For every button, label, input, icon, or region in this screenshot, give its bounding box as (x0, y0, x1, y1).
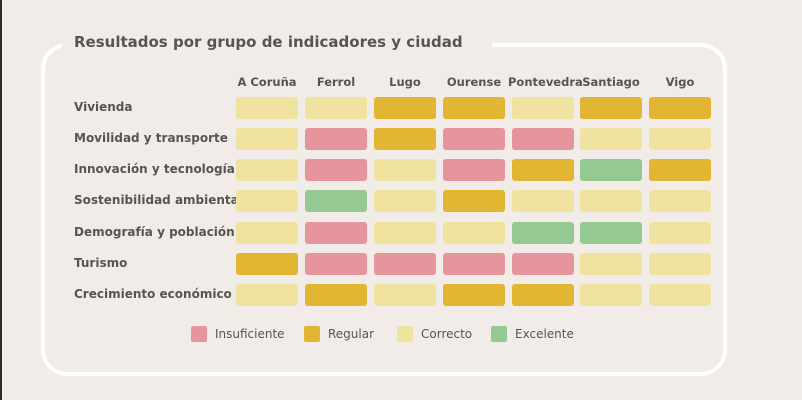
heatmap-cell (443, 159, 505, 181)
legend-label: Insuficiente (215, 327, 285, 341)
column-header: A Coruña (237, 75, 297, 89)
heatmap-cell (374, 97, 436, 119)
heatmap-cell (580, 128, 642, 150)
heatmap-cell (236, 284, 298, 306)
left-edge-bar (0, 0, 2, 400)
row-header: Crecimiento económico (74, 287, 232, 301)
row-header: Vivienda (74, 100, 133, 114)
column-header: Santiago (582, 75, 640, 89)
heatmap-cell (580, 284, 642, 306)
heatmap-cell (580, 159, 642, 181)
heatmap-cell (443, 222, 505, 244)
heatmap-cell (305, 253, 367, 275)
heatmap-cell (443, 97, 505, 119)
heatmap-cell (374, 128, 436, 150)
heatmap-cell (374, 284, 436, 306)
heatmap-cell (512, 222, 574, 244)
heatmap-cell (305, 128, 367, 150)
legend-swatch (304, 326, 320, 342)
heatmap-cell (374, 253, 436, 275)
heatmap-cell (649, 284, 711, 306)
column-header: Pontevedra (508, 75, 583, 89)
row-header: Turismo (74, 256, 128, 270)
heatmap-cell (580, 253, 642, 275)
heatmap-cell (236, 190, 298, 212)
heatmap-cell (649, 190, 711, 212)
heatmap-cell (305, 97, 367, 119)
heatmap-cell (649, 222, 711, 244)
legend-item: Insuficiente (191, 326, 285, 342)
column-header: Ourense (446, 75, 502, 89)
heatmap-cell (236, 222, 298, 244)
heatmap-cell (580, 190, 642, 212)
chart-title: Resultados por grupo de indicadores y ci… (74, 33, 463, 51)
legend-swatch (491, 326, 507, 342)
heatmap-cell (512, 97, 574, 119)
heatmap-cell (443, 253, 505, 275)
legend-swatch (191, 326, 207, 342)
legend-item: Excelente (491, 326, 574, 342)
heatmap-cell (512, 190, 574, 212)
heatmap-cell (236, 253, 298, 275)
heatmap-cell (580, 97, 642, 119)
heatmap-cell (512, 253, 574, 275)
legend-label: Excelente (515, 327, 574, 341)
heatmap-cell (512, 128, 574, 150)
row-header: Innovación y tecnología (74, 162, 235, 176)
heatmap-cell (305, 190, 367, 212)
legend-item: Correcto (397, 326, 472, 342)
legend-label: Regular (328, 327, 375, 341)
column-header: Ferrol (316, 75, 356, 89)
heatmap-cell (649, 253, 711, 275)
heatmap-cell (236, 159, 298, 181)
heatmap-cell (443, 284, 505, 306)
column-header: Lugo (389, 75, 421, 89)
row-header: Demografía y población (74, 225, 235, 239)
heatmap-cell (649, 159, 711, 181)
column-header: Vigo (665, 75, 695, 89)
heatmap-cell (580, 222, 642, 244)
heatmap-cell (236, 97, 298, 119)
heatmap-cell (512, 284, 574, 306)
row-header: Sostenibilidad ambiental (74, 193, 243, 207)
heatmap-cell (443, 190, 505, 212)
title-background (62, 30, 492, 56)
legend-swatch (397, 326, 413, 342)
heatmap-cell (374, 159, 436, 181)
heatmap-cell (512, 159, 574, 181)
heatmap-cell (374, 190, 436, 212)
heatmap-cell (649, 97, 711, 119)
legend-item: Regular (304, 326, 374, 342)
heatmap-cell (236, 128, 298, 150)
heatmap-cell (649, 128, 711, 150)
heatmap-cell (305, 159, 367, 181)
legend-label: Correcto (421, 327, 473, 341)
heatmap-cell (374, 222, 436, 244)
heatmap-cell (443, 128, 505, 150)
heatmap-cell (305, 284, 367, 306)
heatmap-cell (305, 222, 367, 244)
row-header: Movilidad y transporte (74, 131, 228, 145)
